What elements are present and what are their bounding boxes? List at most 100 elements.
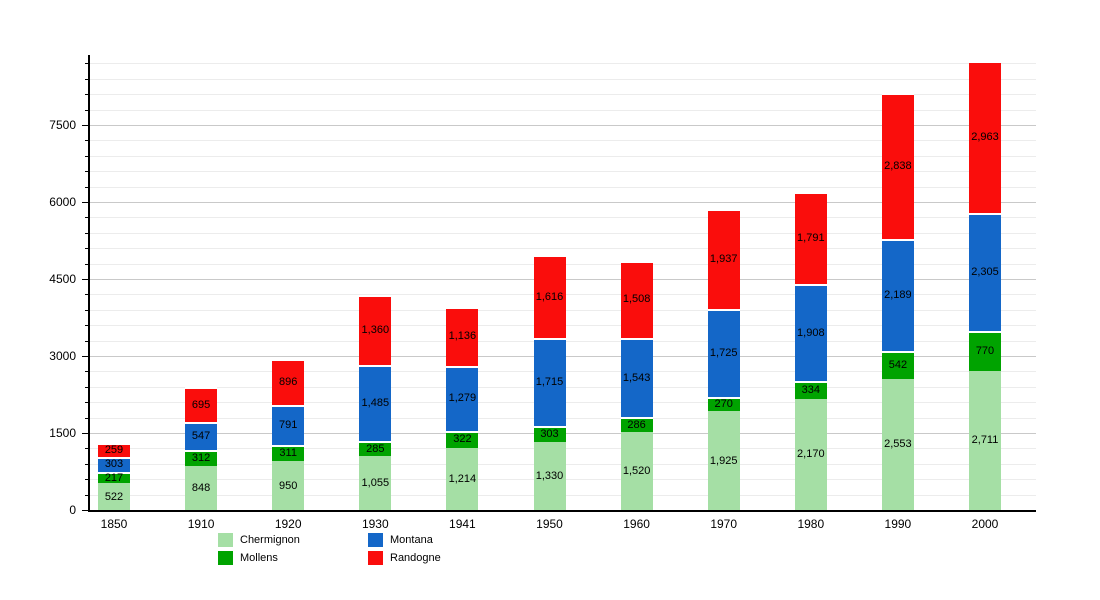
bar-segment-montana-1920 xyxy=(272,404,305,446)
y-axis-minor-tick xyxy=(85,294,88,296)
bar-segment-montana-1980 xyxy=(794,283,827,382)
segment-value-label: 791 xyxy=(279,418,298,431)
segment-value-label: 322 xyxy=(453,433,472,446)
segment-value-label: 770 xyxy=(975,345,995,358)
bar-segment-mollens-1930 xyxy=(359,441,392,456)
segment-value-label: 1,136 xyxy=(448,330,477,343)
y-axis-minor-tick xyxy=(85,78,88,80)
bar-segment-chermignon-2000 xyxy=(969,370,1001,510)
bar-segment-randogne-1941 xyxy=(446,307,479,366)
y-axis-tick-label: 4500 xyxy=(49,272,76,287)
bar-segment-mollens-1960 xyxy=(620,417,653,432)
bar-segment-mollens-1980 xyxy=(794,381,827,399)
bar-1960: 1,520 286 1,543 1,508 xyxy=(620,0,653,510)
segment-value-label: 848 xyxy=(191,482,211,495)
segment-value-label: 1,520 xyxy=(622,464,651,477)
bar-segment-chermignon-1850 xyxy=(98,483,130,510)
bar-segment-montana-1950 xyxy=(533,338,566,427)
y-axis-minor-tick xyxy=(85,186,88,188)
minor-gridline xyxy=(90,155,1036,157)
bar-1950: 1,330 303 1,715 1,616 xyxy=(533,0,566,510)
segment-value-label: 1,715 xyxy=(535,376,564,389)
segment-value-label: 270 xyxy=(714,398,733,411)
minor-gridline xyxy=(90,78,1036,80)
segment-value-label: 1,279 xyxy=(448,392,477,405)
bar-1930: 1,055 285 1,485 1,360 xyxy=(359,0,392,510)
y-axis-tick-label: 6000 xyxy=(49,195,76,210)
y-axis-tick xyxy=(82,356,88,358)
minor-gridline xyxy=(90,94,1036,96)
y-axis-minor-tick xyxy=(85,463,88,465)
segment-value-label: 1,485 xyxy=(361,397,390,410)
bar-segment-chermignon-1930 xyxy=(359,455,392,510)
bar-segment-randogne-1970 xyxy=(707,209,740,309)
segment-value-label: 1,214 xyxy=(448,472,477,485)
segment-value-label: 2,305 xyxy=(971,266,999,279)
y-axis-minor-tick xyxy=(85,109,88,111)
bar-segment-montana-1850 xyxy=(98,456,130,473)
segment-value-label: 1,937 xyxy=(709,253,738,266)
segment-value-label: 547 xyxy=(191,430,211,443)
x-axis-line xyxy=(88,510,1036,512)
y-axis-tick-label: 7500 xyxy=(49,118,76,133)
minor-gridline xyxy=(90,248,1036,250)
bar-1920: 950 311 791 896 xyxy=(272,0,305,510)
x-axis-label-1990: 1990 xyxy=(884,517,912,531)
bar-segment-randogne-1930 xyxy=(359,295,392,365)
segment-value-label: 1,791 xyxy=(797,231,825,244)
segment-value-label: 2,711 xyxy=(971,434,999,447)
x-axis-label-1980: 1980 xyxy=(797,517,825,531)
bar-2000: 2,711 770 2,305 2,963 xyxy=(969,0,1001,510)
major-gridline xyxy=(90,202,1036,204)
major-gridline xyxy=(90,125,1036,127)
segment-value-label: 303 xyxy=(104,458,124,471)
minor-gridline xyxy=(90,171,1036,173)
bar-segment-mollens-1970 xyxy=(707,397,740,412)
y-axis-minor-tick xyxy=(85,417,88,419)
y-axis-minor-tick xyxy=(85,325,88,327)
x-axis-label-1920: 1920 xyxy=(274,517,302,531)
bar-segment-montana-1970 xyxy=(707,308,740,398)
y-axis-minor-tick xyxy=(85,309,88,311)
bar-segment-chermignon-1910 xyxy=(185,466,218,510)
bar-segment-randogne-1950 xyxy=(533,255,566,339)
legend-label-randogne: Randogne xyxy=(390,552,441,564)
segment-value-label: 285 xyxy=(366,442,385,455)
legend-swatch-montana xyxy=(368,533,383,547)
x-axis-label-1850: 1850 xyxy=(100,517,128,531)
segment-value-label: 522 xyxy=(104,490,124,503)
minor-gridline xyxy=(90,109,1036,111)
bar-segment-chermignon-1990 xyxy=(881,378,914,510)
bar-1910: 848 312 547 695 xyxy=(185,0,218,510)
x-axis-label-1950: 1950 xyxy=(536,517,563,531)
bar-segment-montana-1960 xyxy=(620,338,653,418)
segment-value-label: 334 xyxy=(801,384,820,397)
segment-value-label: 542 xyxy=(888,359,908,372)
y-axis-minor-tick xyxy=(85,340,88,342)
segment-value-label: 1,055 xyxy=(361,476,390,489)
x-axis-label-1970: 1970 xyxy=(710,517,738,531)
y-axis-line xyxy=(88,55,90,512)
bar-1970: 1,925 270 1,725 1,937 xyxy=(707,0,740,510)
y-axis-minor-tick xyxy=(85,232,88,234)
segment-value-label: 2,553 xyxy=(884,438,912,451)
y-axis-minor-tick xyxy=(85,94,88,96)
y-axis-minor-tick xyxy=(85,171,88,173)
bar-segment-randogne-1960 xyxy=(620,260,653,339)
bar-segment-chermignon-1950 xyxy=(533,441,566,510)
bar-segment-mollens-1910 xyxy=(185,450,218,467)
bar-segment-randogne-1980 xyxy=(794,191,827,284)
bar-segment-montana-1990 xyxy=(881,238,914,352)
bar-segment-randogne-1990 xyxy=(881,93,914,239)
y-axis-tick xyxy=(82,202,88,204)
minor-gridline xyxy=(90,63,1036,65)
segment-value-label: 2,170 xyxy=(797,448,825,461)
y-axis-tick xyxy=(82,510,88,511)
bar-segment-montana-1930 xyxy=(359,365,392,442)
y-axis-minor-tick xyxy=(85,448,88,450)
y-axis-minor-tick xyxy=(85,494,88,496)
bar-1990: 2,553 542 2,189 2,838 xyxy=(881,0,914,510)
legend-label-montana: Montana xyxy=(390,534,433,546)
bar-segment-mollens-1850 xyxy=(98,472,130,484)
segment-value-label: 1,360 xyxy=(361,324,390,337)
